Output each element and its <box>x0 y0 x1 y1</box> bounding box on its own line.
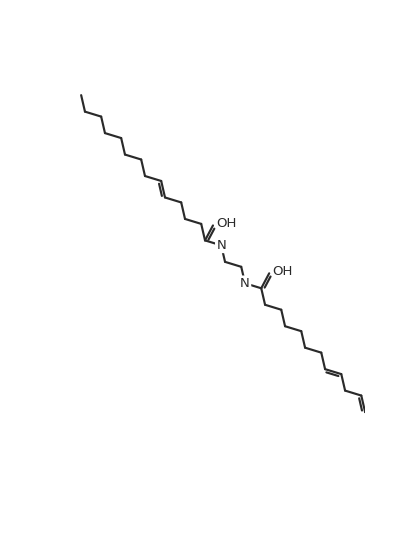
Text: OH: OH <box>272 265 293 277</box>
Text: OH: OH <box>216 217 236 229</box>
Text: N: N <box>217 239 226 252</box>
Text: N: N <box>240 277 250 290</box>
